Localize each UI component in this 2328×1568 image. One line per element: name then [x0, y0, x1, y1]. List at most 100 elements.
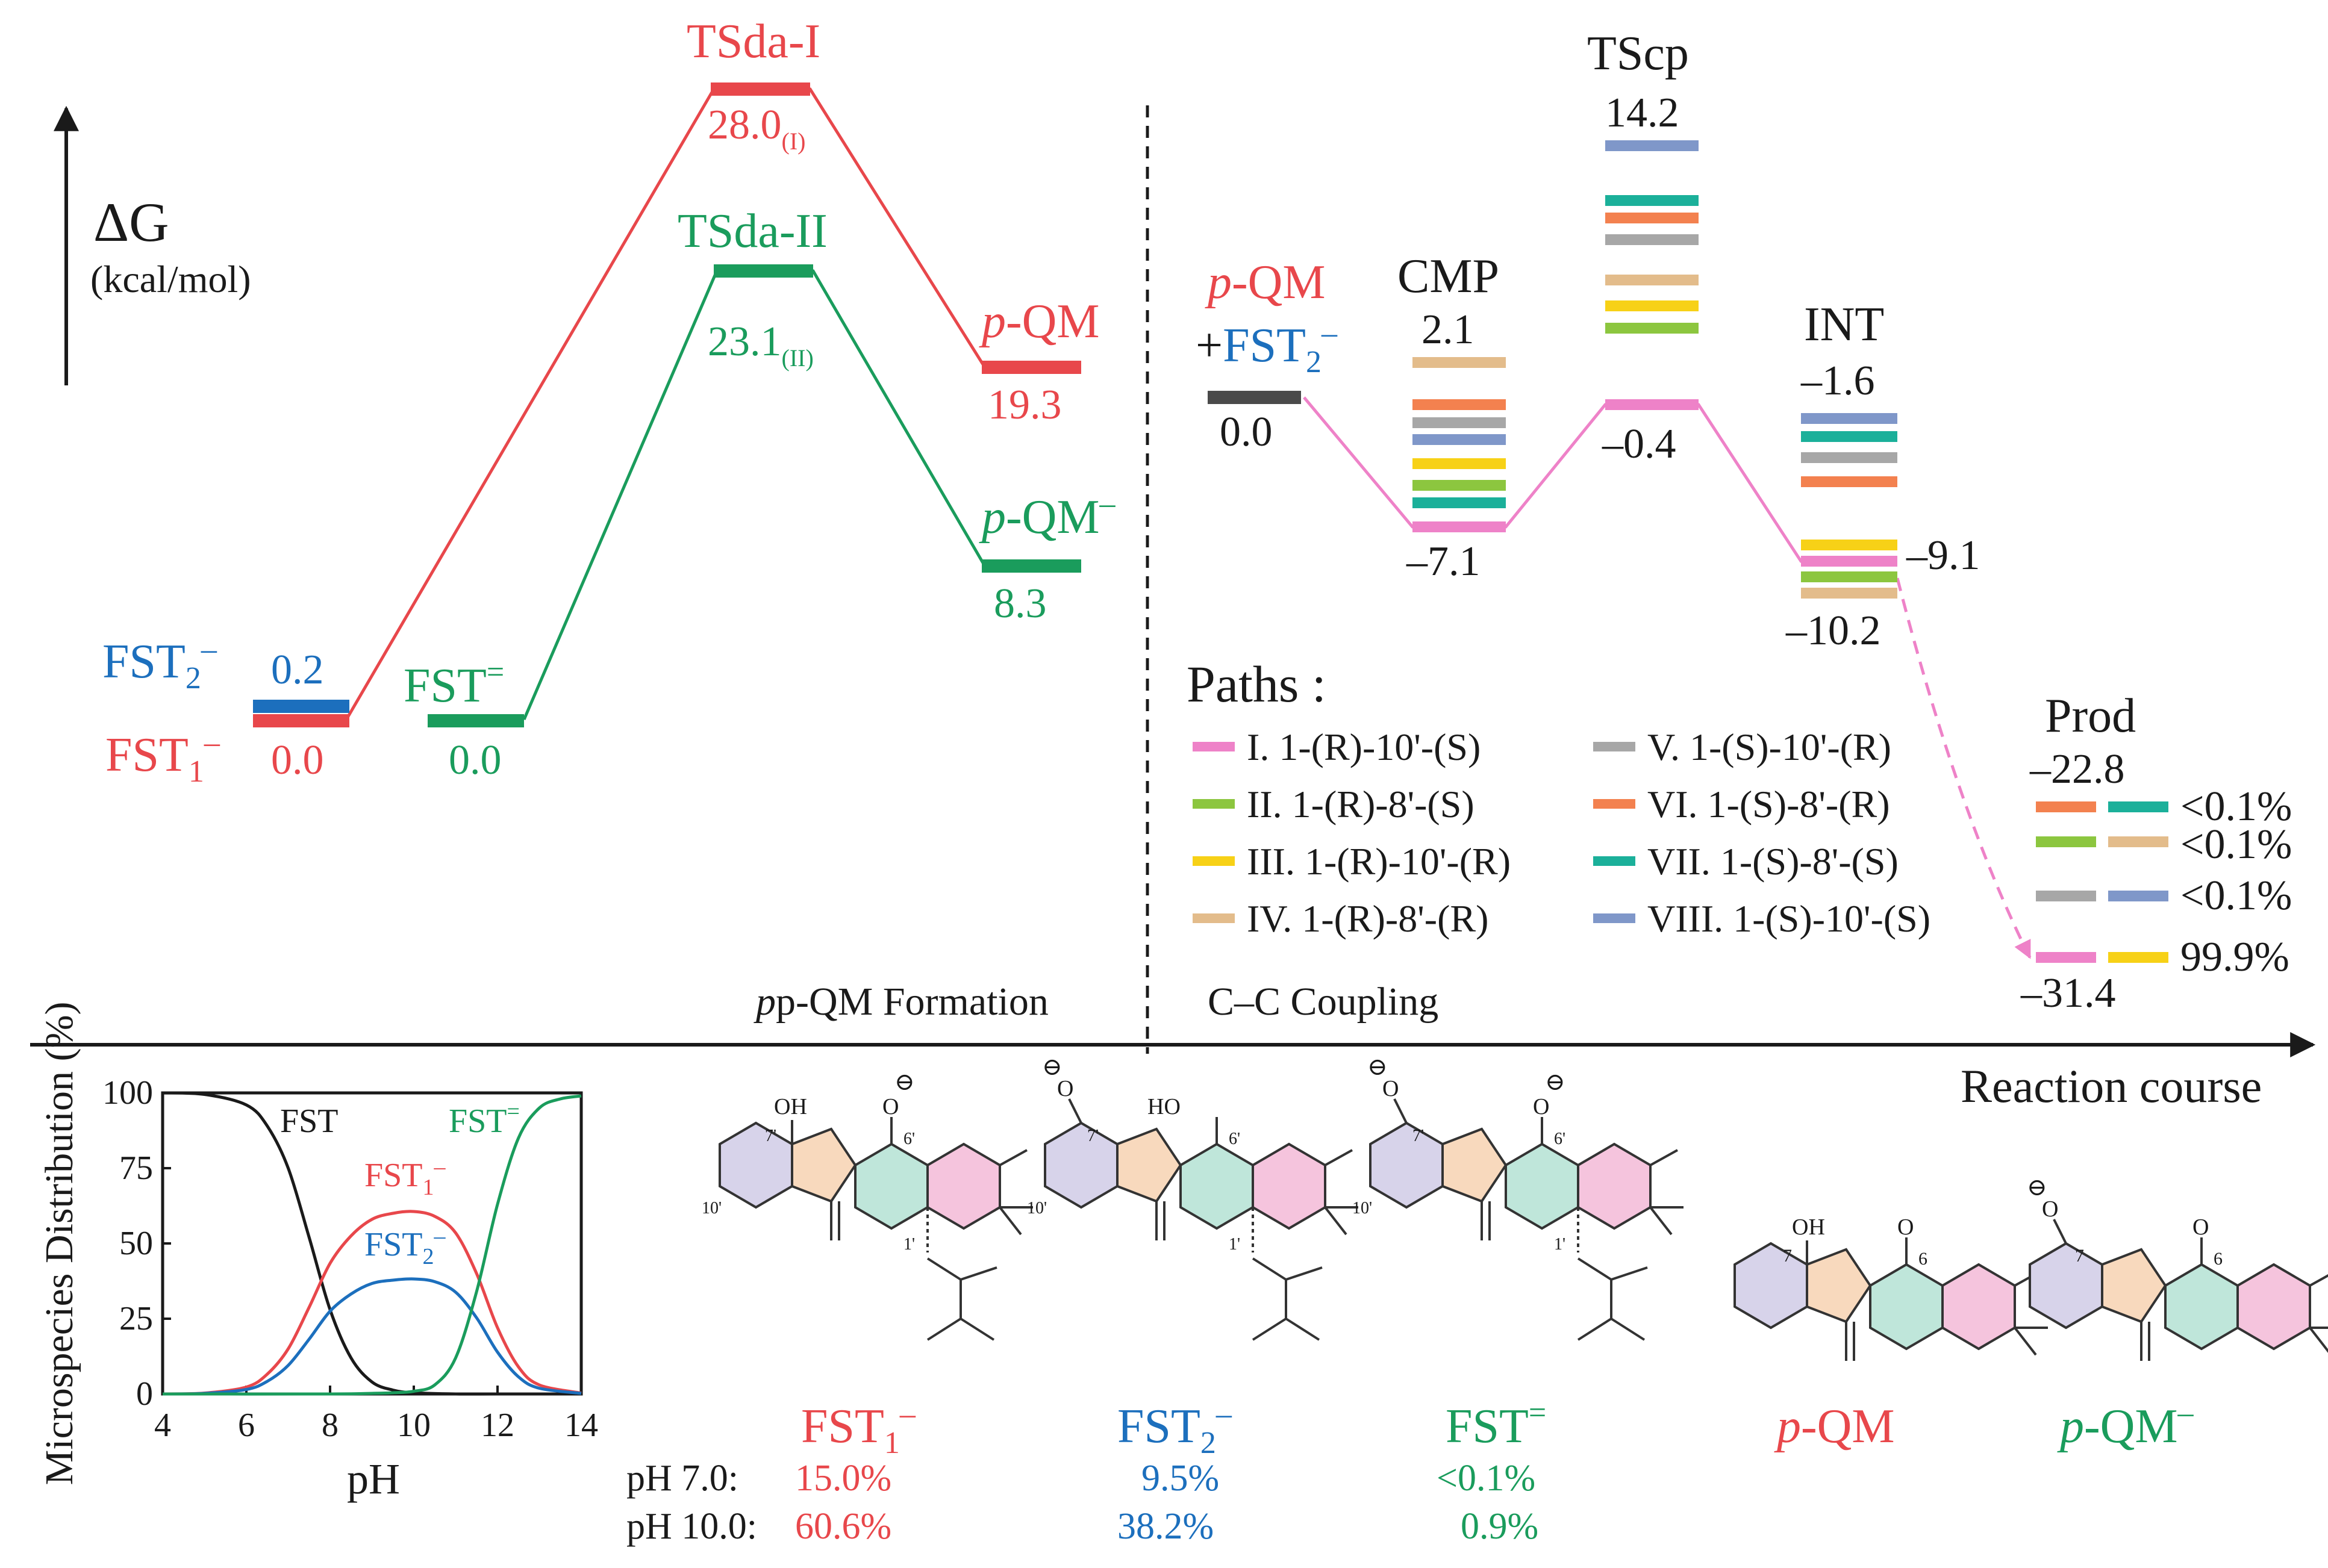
y-tick-label: 0	[136, 1375, 153, 1413]
label-reactant-line2: +FST2–	[1196, 316, 1338, 379]
atom-7p: 7'	[1087, 1127, 1099, 1145]
label-fst-dianion: FST=	[404, 655, 504, 712]
curve-label-fst1: FST1–	[364, 1154, 446, 1200]
fst-dianion-ph7: <0.1%	[1437, 1458, 1535, 1499]
fst2-ph10: 38.2%	[1117, 1506, 1214, 1547]
name-fst2: FST2–	[1117, 1397, 1232, 1460]
energy-int-right: –9.1	[1906, 532, 1980, 579]
distribution-chart: 4 6 8 10 12 14 0 25 50 75 100 Microspecies Distrib…	[37, 1002, 598, 1503]
atom-oh: OH	[1792, 1215, 1825, 1240]
series-line-3	[162, 1094, 582, 1396]
energy-prod-top: –22.8	[2029, 746, 2125, 792]
chart-xlabel: pH	[347, 1455, 400, 1503]
x-tick-label: 8	[322, 1407, 339, 1444]
name-fst-dianion: FST=	[1446, 1396, 1546, 1453]
legend-label-III: III. 1-(R)-10'-(R)	[1247, 840, 1511, 883]
paths-title: Paths :	[1187, 655, 1326, 713]
curve-label-fst2: FST2–	[364, 1224, 446, 1269]
fst2-ph7: 9.5%	[1141, 1458, 1219, 1499]
label-reactant-line1: p-QM	[1205, 256, 1326, 309]
y-axis-label: ΔG	[93, 191, 169, 253]
prod-percent-2: <0.1%	[2180, 821, 2292, 868]
atom-charge: ⊖	[1042, 1053, 1063, 1080]
label-cmp: CMP	[1397, 250, 1499, 303]
energy-fst-dianion: 0.0	[449, 737, 502, 783]
y-tick-label: 50	[119, 1225, 153, 1262]
species-fst2: O ⊖ HO 7' 6' 10' 1'	[1027, 1053, 1359, 1341]
x-tick-label: 6	[238, 1407, 255, 1444]
fst-dianion-ph10: 0.9%	[1461, 1506, 1538, 1547]
species-fst1: OH O ⊖ 7' 6' 10' 1'	[702, 1068, 1034, 1341]
atom-6p: 6'	[1554, 1130, 1565, 1148]
x-tick-label: 10	[397, 1407, 431, 1444]
energy-pqm: 19.3	[988, 382, 1062, 428]
atom-6: 6	[2214, 1249, 2223, 1269]
energy-fst1: 0.0	[271, 737, 324, 783]
atom-1p: 1'	[903, 1235, 915, 1254]
atom-7: 7	[1783, 1246, 1792, 1266]
legend-label-VI: VI. 1-(S)-8'-(R)	[1647, 783, 1890, 826]
name-pqm-anion: p-QM–	[2057, 1396, 2194, 1453]
atom-7p: 7'	[765, 1127, 776, 1145]
x-tick-label: 4	[154, 1407, 171, 1444]
x-tick-label: 14	[564, 1407, 598, 1444]
energy-int-top: –1.6	[1800, 358, 1875, 404]
atom-10p: 10'	[702, 1199, 722, 1218]
curve-label-fst-dianion: FST=	[449, 1099, 520, 1140]
energy-reactant: 0.0	[1220, 409, 1273, 455]
paths-legend: I. 1-(R)-10'-(S) II. 1-(R)-8'-(S) III. 1…	[1193, 726, 1930, 940]
chart-ylabel: Microspecies Distribution (%)	[37, 1002, 81, 1486]
x-axis-label: Reaction course	[1961, 1060, 2262, 1112]
label-ts-II: TSda-II	[678, 205, 828, 258]
y-tick-label: 25	[119, 1300, 153, 1337]
atom-10p: 10'	[1352, 1199, 1372, 1218]
atom-6: 6	[1918, 1249, 1927, 1269]
name-fst1: FST1–	[801, 1397, 916, 1460]
prod-percent-3: <0.1%	[2180, 873, 2292, 919]
fst1-ph10: 60.6%	[795, 1506, 891, 1547]
label-ts-I: TSda-I	[687, 15, 820, 68]
energy-cmp-bottom: –7.1	[1406, 538, 1481, 585]
atom-7p: 7'	[1412, 1127, 1424, 1145]
energy-tscp-top: 14.2	[1605, 90, 1679, 136]
atom-o-right: O	[1533, 1094, 1549, 1119]
atom-1p: 1'	[1554, 1235, 1565, 1254]
atom-oh: OH	[774, 1094, 807, 1119]
label-pqm: p-QM	[979, 295, 1100, 348]
energy-fst2: 0.2	[271, 647, 324, 693]
section-label-coupling: C–C Coupling	[1208, 980, 1438, 1024]
atom-o-left: O	[2042, 1196, 2058, 1222]
legend-label-IV: IV. 1-(R)-8'-(R)	[1247, 897, 1488, 940]
fst1-ph7: 15.0%	[795, 1458, 891, 1499]
atom-o-right: O	[2192, 1215, 2209, 1240]
y-tick-label: 75	[119, 1150, 153, 1187]
energy-pqm-anion: 8.3	[994, 580, 1047, 627]
ph10-label: pH 10.0:	[626, 1506, 757, 1547]
section-label-formation: pp-QM Formation	[754, 980, 1049, 1024]
atom-o-left: O	[1382, 1076, 1399, 1101]
label-tscp: TScp	[1587, 27, 1689, 80]
atom-charge: ⊖	[894, 1068, 915, 1095]
series-line-1	[162, 1210, 582, 1396]
atom-o: O	[1057, 1076, 1073, 1101]
species-fst-dianion: O ⊖ O ⊖ 7' 6' 10' 1'	[1352, 1053, 1685, 1341]
energy-diagram: ΔG (kcal/mol) Reaction course pp-QM Form…	[30, 15, 2316, 1112]
path-I-line	[345, 87, 1081, 721]
label-fst2: FST2–	[102, 632, 217, 695]
species-pqm: OH O 7 6	[1734, 1215, 2049, 1362]
label-fst1: FST1–	[105, 726, 220, 789]
atom-charge-right: ⊖	[1545, 1068, 1565, 1095]
prod-percent-4: 99.9%	[2180, 934, 2289, 980]
label-prod: Prod	[2045, 689, 2136, 742]
atom-7: 7	[2075, 1246, 2084, 1266]
atom-o: O	[882, 1094, 899, 1119]
energy-int-bottom: –10.2	[1785, 608, 1881, 654]
x-tick-label: 12	[481, 1407, 514, 1444]
chart-ticks: 4 6 8 10 12 14 0 25 50 75 100	[102, 1074, 598, 1444]
y-axis-unit: (kcal/mol)	[90, 258, 251, 300]
species-pqm-anion: O ⊖ O 7 6	[2027, 1174, 2328, 1362]
y-tick-label: 100	[102, 1074, 153, 1112]
atom-10p: 10'	[1027, 1199, 1047, 1218]
legend-label-I: I. 1-(R)-10'-(S)	[1247, 726, 1481, 768]
